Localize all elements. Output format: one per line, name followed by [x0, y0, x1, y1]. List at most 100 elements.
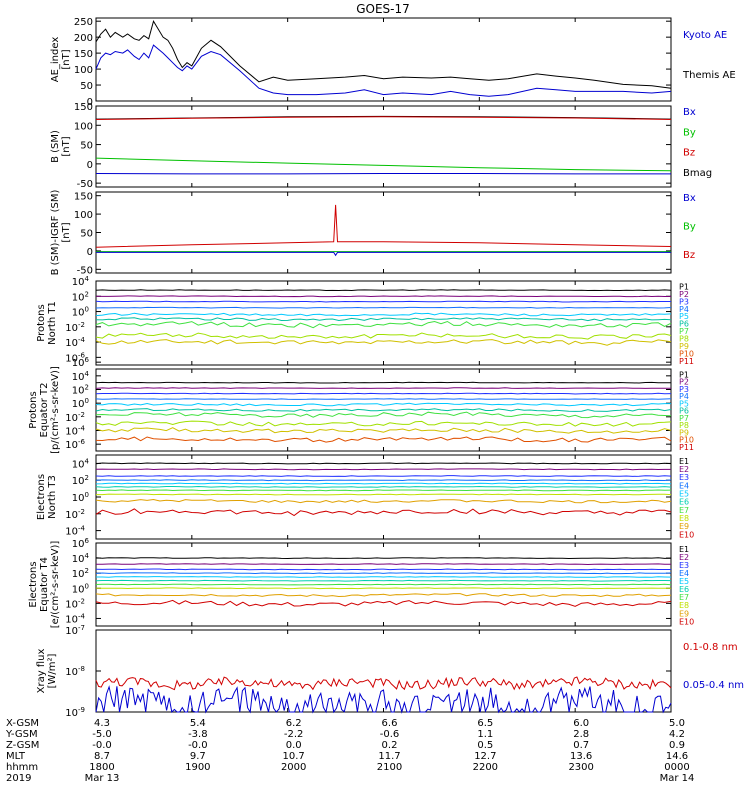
x-axis-value: 2000 — [281, 762, 306, 773]
y-axis-label: North T3 — [47, 475, 58, 519]
legend-entry: E7 — [679, 506, 689, 515]
series-line-1 — [95, 676, 672, 691]
legend-entry: E8 — [679, 601, 689, 610]
y-tick-label: 0 — [87, 97, 93, 108]
series-line-4 — [95, 479, 672, 482]
series-line-9 — [95, 339, 672, 346]
series-line-by — [95, 157, 672, 172]
legend-entry: P3 — [679, 385, 689, 394]
series-line-themis-ae — [95, 19, 672, 89]
legend-entry: 0.05-0.4 nm — [683, 680, 744, 691]
series-line-1 — [95, 462, 672, 465]
x-axis-value: -3.8 — [188, 729, 208, 740]
legend-entry: P9 — [679, 428, 689, 437]
series-line-3 — [95, 392, 672, 395]
series-line-9 — [95, 593, 672, 598]
y-tick-label: 102 — [72, 567, 89, 580]
legend-entry: Bmag — [683, 168, 712, 179]
y-tick-label: 10-9 — [65, 706, 85, 719]
x-axis-value: 0000 — [664, 762, 689, 773]
x-axis-value: 9.7 — [190, 751, 206, 762]
y-tick-label: 50 — [80, 81, 93, 92]
x-axis-value: 6.0 — [573, 718, 589, 729]
legend-entry: E9 — [679, 609, 689, 618]
series-line-7 — [95, 411, 672, 419]
x-axis-value: 0.0 — [286, 740, 302, 751]
y-tick-label: 150 — [74, 192, 93, 203]
y-tick-label: 10-6 — [65, 438, 85, 451]
series-line-7 — [95, 583, 672, 586]
legend-entry: By — [683, 221, 696, 232]
panel-xray: Xray flux [W/m²] 10-7 10-8 10-9 0.1-0.8 nm 0.0… — [36, 624, 744, 719]
legend-entry: E9 — [679, 522, 689, 531]
y-tick-label: 104 — [72, 275, 90, 288]
y-tick-label: 10-4 — [65, 336, 85, 349]
y-tick-label: 104 — [72, 457, 90, 470]
legend-entry: P10 — [679, 436, 694, 445]
legend-entry: P5 — [679, 399, 689, 408]
legend-entry: P9 — [679, 342, 689, 351]
y-tick-label: 50 — [80, 141, 93, 152]
legend-entry: E5 — [679, 490, 689, 499]
series-line-8 — [95, 332, 672, 340]
y-tick-label: 0 — [87, 247, 93, 258]
legend-entry: E2 — [679, 465, 689, 474]
legend-entry: P3 — [679, 297, 689, 306]
legend-entry: P10 — [679, 349, 694, 358]
x-axis-value: 0.5 — [477, 740, 493, 751]
x-axis-value: 10.7 — [283, 751, 305, 762]
x-axis-value: 4.3 — [94, 718, 110, 729]
y-axis-label: [nT] — [61, 222, 72, 242]
y-axis-label: [p/(cm²-s-sr-keV)] — [50, 366, 61, 454]
y-axis-label: Protons — [36, 304, 47, 341]
legend-entry: E3 — [679, 561, 689, 570]
x-axis-value: 1800 — [89, 762, 114, 773]
y-tick-label: 100 — [72, 491, 89, 504]
panel-frame — [95, 191, 672, 274]
series-line-bz — [95, 204, 672, 248]
y-tick-label: 10-2 — [65, 411, 85, 424]
legend-entry: P7 — [679, 327, 689, 336]
plot-title: GOES-17 — [356, 2, 410, 16]
y-tick-label: 10-4 — [65, 525, 85, 538]
legend-entry: Bz — [683, 148, 695, 159]
y-axis-label: North T1 — [47, 301, 58, 345]
x-axis-value: 6.5 — [477, 718, 493, 729]
legend-entry: P6 — [679, 320, 689, 329]
x-axis-value: 14.6 — [666, 751, 688, 762]
series-line-kyoto-ae — [95, 44, 672, 97]
y-tick-label: 10-4 — [65, 425, 85, 438]
panel-frame — [95, 454, 672, 540]
legend-entry: Kyoto AE — [683, 30, 727, 41]
series-line-8 — [96, 493, 672, 496]
legend-entry: E3 — [679, 473, 689, 482]
series-line-2 — [95, 468, 671, 471]
panel-protons_t1: Protons North T110410210010-210-410-6P1P2… — [36, 275, 694, 366]
y-tick-label: 150 — [74, 102, 93, 113]
panel-protons_t2: Protons Equator T2 [p/(cm²-s-sr-keV)]10610… — [28, 356, 694, 454]
x-axis-value: 8.7 — [94, 751, 110, 762]
y-axis-label: Equator T2 — [39, 383, 50, 438]
series-line-2 — [95, 295, 671, 298]
series-line-5 — [95, 312, 672, 317]
legend-entry: P11 — [679, 357, 694, 366]
legend-entry: E10 — [679, 617, 694, 626]
y-tick-label: 10-2 — [65, 597, 85, 610]
panel-electrons_t3: Electrons North T3 104 102 100 10-2 10-4 E1E2E3… — [36, 454, 694, 540]
series-line-10 — [95, 436, 672, 443]
panel-b_minus_igrf: B (SM)-IGRF (SM) [nT] 150 100 50 0 -50 Bx By Bz — [50, 190, 696, 277]
y-tick-label: 100 — [74, 121, 93, 132]
legend-entry: P8 — [679, 334, 689, 343]
x-axis-value: 11.7 — [378, 751, 400, 762]
legend-entry: E6 — [679, 585, 689, 594]
y-tick-label: 102 — [72, 290, 89, 303]
legend-entry: P6 — [679, 407, 689, 416]
x-axis-value: 2200 — [473, 762, 498, 773]
series-line-1 — [95, 381, 671, 384]
series-line-1 — [95, 557, 672, 560]
series-line-6 — [95, 317, 672, 322]
y-axis-label: [e/(cm²-s-sr-keV)] — [50, 541, 61, 629]
y-tick-label: 102 — [72, 474, 89, 487]
legend-entry: E6 — [679, 498, 689, 507]
x-axis-value: Mar 13 — [85, 773, 120, 784]
